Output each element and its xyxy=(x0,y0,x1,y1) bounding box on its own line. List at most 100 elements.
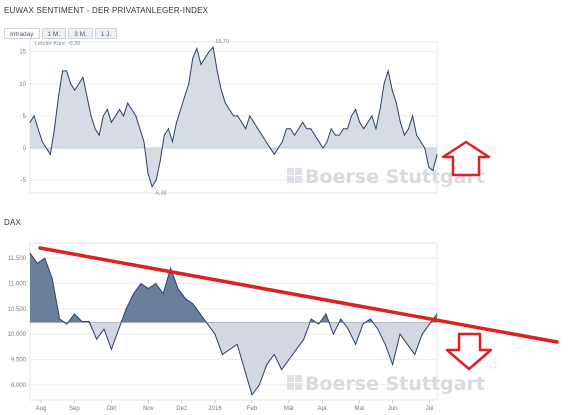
sentiment-data-point xyxy=(412,115,413,117)
sentiment-data-point xyxy=(98,134,100,136)
sentiment-watermark: Boerse Stuttgart xyxy=(287,166,485,188)
tab-intraday[interactable]: Intraday xyxy=(4,28,40,39)
sentiment-data-point xyxy=(106,109,108,110)
dax-data-point xyxy=(214,333,216,335)
sentiment-data-point xyxy=(78,83,80,85)
sentiment-data-point xyxy=(192,57,194,59)
dax-data-point xyxy=(414,354,416,355)
sentiment-data-point xyxy=(212,46,214,48)
dax-data-point xyxy=(281,369,282,371)
dax-data-point xyxy=(251,394,253,396)
dax-data-point xyxy=(74,313,75,315)
sentiment-y-tick-label: 5 xyxy=(23,114,27,120)
sentiment-data-point xyxy=(49,154,51,155)
sentiment-data-point xyxy=(66,70,68,72)
sentiment-data-point xyxy=(363,128,365,130)
sentiment-data-point xyxy=(294,134,295,136)
dax-data-point xyxy=(51,278,53,279)
sentiment-data-point xyxy=(424,147,426,149)
dax-data-point xyxy=(103,328,105,330)
dax-x-tick-label: Mai xyxy=(354,406,364,412)
dax-x-tick-label: Jun xyxy=(388,406,398,412)
dax-data-point xyxy=(199,313,201,315)
sentiment-data-point xyxy=(241,121,243,123)
sentiment-data-point xyxy=(204,57,206,59)
sentiment-data-point xyxy=(391,89,393,91)
sentiment-data-point xyxy=(432,170,434,171)
dax-watermark: Boerse Stuttgart xyxy=(287,373,485,395)
sentiment-data-point xyxy=(306,128,308,130)
sentiment-data-point xyxy=(163,134,165,136)
sentiment-data-point xyxy=(367,121,369,123)
sentiment-data-point xyxy=(167,128,169,130)
sentiment-data-point xyxy=(416,134,418,136)
sentiment-data-point xyxy=(420,141,422,142)
dax-data-point xyxy=(148,288,149,289)
tab-1m[interactable]: 1 M. xyxy=(41,28,67,39)
sentiment-data-point xyxy=(143,141,145,142)
dax-data-point xyxy=(266,364,268,365)
sentiment-y-tick-label: -5 xyxy=(21,178,27,184)
sentiment-data-point xyxy=(86,96,88,98)
sentiment-data-point xyxy=(237,115,238,117)
sentiment-data-point xyxy=(41,141,43,142)
tab-3m[interactable]: 3 M. xyxy=(68,28,93,39)
sentiment-data-point xyxy=(399,121,401,123)
dax-data-point xyxy=(362,323,364,325)
up-arrow-icon xyxy=(441,140,491,177)
sentiment-data-point xyxy=(29,121,31,123)
dax-data-point xyxy=(37,262,38,264)
dax-data-point xyxy=(429,323,430,325)
dax-data-point xyxy=(288,359,290,360)
sentiment-data-point xyxy=(188,83,190,85)
dax-x-tick-label: Okt xyxy=(107,406,117,412)
dax-data-point xyxy=(325,313,327,315)
dax-watermark-text: Boerse Stuttgart xyxy=(305,373,485,395)
sentiment-data-point xyxy=(322,147,324,149)
sentiment-data-point xyxy=(249,115,251,117)
sentiment-data-point xyxy=(220,89,222,91)
sentiment-data-point xyxy=(290,128,291,130)
dax-y-tick-label: 11.500 xyxy=(8,256,27,262)
sentiment-data-point xyxy=(273,154,275,155)
sentiment-data-point xyxy=(115,115,116,117)
dax-watermark-logo-block xyxy=(287,383,294,390)
sentiment-data-point xyxy=(45,147,47,149)
dax-data-point xyxy=(170,267,172,269)
sentiment-data-point xyxy=(428,166,430,168)
sentiment-data-point xyxy=(387,70,389,72)
sentiment-data-point xyxy=(180,109,181,110)
dax-data-point xyxy=(236,343,238,345)
dax-y-tick-label: 10.500 xyxy=(8,307,27,313)
sentiment-data-point xyxy=(245,128,247,130)
sentiment-max-label: 15,70 xyxy=(215,39,229,45)
dax-data-point xyxy=(222,354,223,355)
sentiment-data-point xyxy=(54,128,55,130)
sentiment-data-point xyxy=(404,134,405,136)
sentiment-data-point xyxy=(127,102,129,104)
sentiment-data-point xyxy=(139,128,141,130)
sentiment-data-point xyxy=(383,83,385,85)
sentiment-data-point xyxy=(298,128,300,130)
dax-x-tick-label: Nov xyxy=(143,406,154,412)
sentiment-data-point xyxy=(216,70,218,72)
sentiment-data-point xyxy=(147,173,149,175)
dax-data-point xyxy=(96,338,97,340)
tab-1y[interactable]: 1 J. xyxy=(94,28,118,39)
sentiment-data-point xyxy=(281,141,283,142)
dax-watermark-logo-block xyxy=(295,383,302,390)
dax-x-tick-label: Sep xyxy=(69,406,80,412)
sentiment-data-point xyxy=(37,128,39,130)
sentiment-data-point xyxy=(233,115,234,117)
dax-data-point xyxy=(229,348,231,350)
dax-data-point xyxy=(384,343,386,345)
dax-data-point xyxy=(140,283,142,284)
dax-data-point xyxy=(244,369,246,371)
dax-data-point xyxy=(177,288,179,289)
dax-area-above-baseline xyxy=(30,253,437,323)
sentiment-data-point xyxy=(318,141,320,142)
dax-data-point xyxy=(125,308,127,310)
sentiment-data-point xyxy=(151,186,153,187)
sentiment-data-point xyxy=(265,141,267,142)
sentiment-data-point xyxy=(286,128,287,130)
